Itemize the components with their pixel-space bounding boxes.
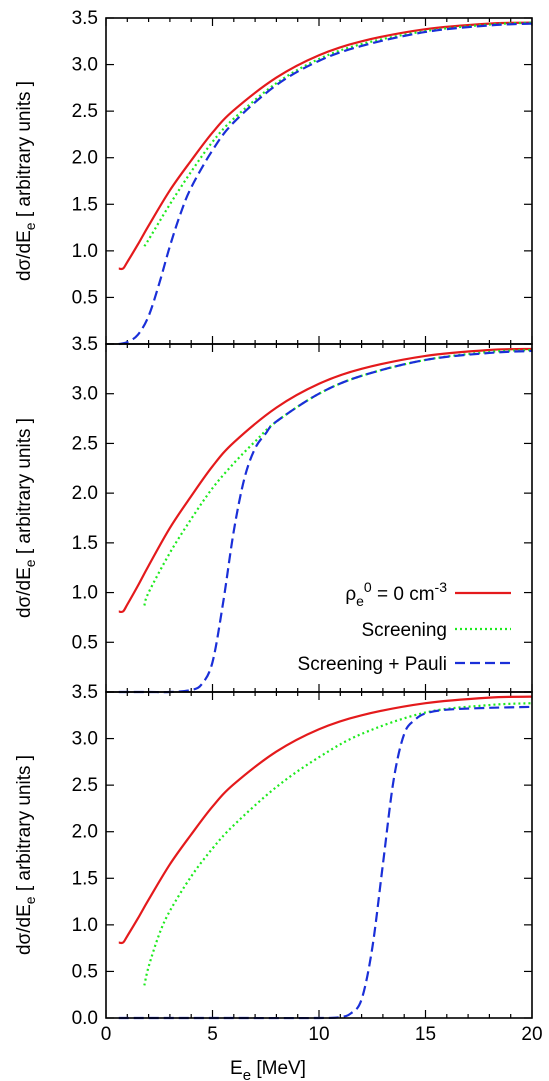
y-tick-label: 0.5 (72, 632, 98, 653)
y-tick-label: 2.0 (72, 148, 98, 169)
y-tick-label: 2.0 (72, 822, 98, 843)
series-line-pauli (118, 349, 533, 694)
y-tick-label: 1.0 (72, 241, 98, 262)
y-axis-title: dσ/dEe [ arbitrary units ] (14, 81, 38, 281)
y-tick-label: 3.0 (72, 55, 98, 76)
x-tick-label: 10 (308, 1024, 329, 1045)
y-tick-label: 0.5 (72, 961, 98, 982)
y-tick-label: 1.5 (72, 868, 98, 889)
y-tick-label: 1.5 (72, 533, 98, 554)
panel-top: 0.5 1.0 1.5 2.0 2.5 3.0 3.5 dσ/dEe [ arbitrary … (14, 8, 533, 346)
y-tick-label: 3.5 (72, 334, 98, 355)
series-line-vac (118, 21, 533, 271)
y-tick-label: 1.0 (72, 915, 98, 936)
y-tick-label: 2.0 (72, 483, 98, 504)
chart-panels: 0.5 1.0 1.5 2.0 2.5 3.0 3.5 dσ/dEe [ arbitrary … (14, 8, 543, 1045)
legend-label-screening-pauli: Screening + Pauli (298, 654, 447, 675)
x-tick-label: 15 (415, 1024, 436, 1045)
y-tick-label: 3.5 (72, 8, 98, 29)
legend: ρe0 = 0 cm-3 Screening Screening + Pauli (298, 579, 511, 675)
x-tick-label: 20 (521, 1024, 542, 1045)
series-line-pauli (118, 22, 533, 346)
plot-frame (105, 343, 533, 693)
y-tick-label: 3.0 (72, 729, 98, 750)
legend-label-screening: Screening (361, 620, 447, 641)
series-line-vac (118, 695, 533, 945)
plot-frame (105, 691, 533, 1019)
panel-middle: 0.5 1.0 1.5 2.0 2.5 3.0 3.5 dσ/dEe [ arbitrary … (14, 334, 533, 694)
y-tick-label: 2.5 (72, 101, 98, 122)
series-line-pauli (118, 705, 533, 1020)
y-tick-label: 0.0 (72, 1008, 98, 1029)
x-axis-title: Ee [MeV] (230, 1058, 306, 1081)
y-tick-label: 3.0 (72, 384, 98, 405)
panel-bottom: 0.0 0.5 1.0 1.5 2.0 2.5 3.0 3.5 0 5 10 15 20 dσ/dEe [… (14, 682, 543, 1045)
y-tick-label: 0.5 (72, 287, 98, 308)
series-line-scr (143, 21, 533, 247)
legend-label-vacuum: ρe0 = 0 cm-3 (345, 579, 447, 609)
y-tick-label: 3.5 (72, 682, 98, 703)
y-axis-title: dσ/dEe [ arbitrary units ] (14, 418, 38, 618)
x-tick-label: 5 (207, 1024, 218, 1045)
y-tick-label: 1.0 (72, 583, 98, 604)
series-line-scr (143, 348, 533, 606)
y-tick-label: 2.5 (72, 775, 98, 796)
series-line-vac (118, 347, 533, 614)
y-axis-title: dσ/dEe [ arbitrary units ] (14, 755, 38, 955)
plot-frame (105, 17, 533, 345)
y-tick-label: 1.5 (72, 194, 98, 215)
series-line-scr (143, 702, 533, 986)
x-tick-label: 0 (101, 1024, 112, 1045)
y-tick-label: 2.5 (72, 433, 98, 454)
